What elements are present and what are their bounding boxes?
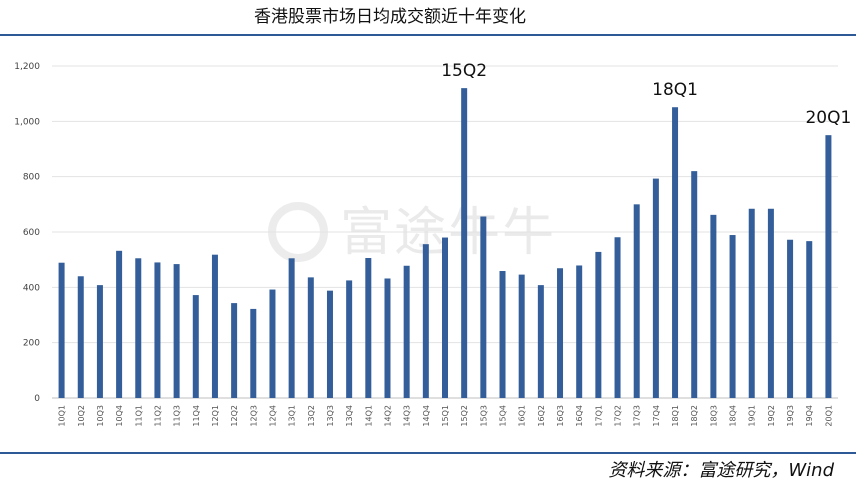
bar xyxy=(250,308,257,398)
x-tick-label: 14Q1 xyxy=(364,405,373,427)
bar xyxy=(307,277,314,398)
x-tick-label: 18Q4 xyxy=(729,405,738,427)
bar xyxy=(173,264,180,398)
bar xyxy=(748,208,755,398)
bar xyxy=(672,107,679,399)
y-tick-label: 0 xyxy=(34,394,40,404)
x-tick-label: 20Q1 xyxy=(824,405,833,427)
y-tick-label: 200 xyxy=(23,339,40,349)
bar xyxy=(480,216,487,398)
bottom-divider xyxy=(0,452,856,454)
x-tick-label: 12Q2 xyxy=(230,405,239,427)
x-tick-label: 17Q3 xyxy=(633,405,642,427)
x-tick-label: 18Q2 xyxy=(690,405,699,427)
x-tick-label: 13Q3 xyxy=(326,405,335,427)
bar xyxy=(442,237,448,398)
x-tick-label: 13Q1 xyxy=(288,405,297,427)
x-tick-label: 16Q1 xyxy=(518,405,527,427)
bar xyxy=(326,290,333,398)
bar xyxy=(269,289,276,398)
y-tick-label: 400 xyxy=(23,283,40,293)
bar xyxy=(422,244,429,398)
bar xyxy=(787,239,794,398)
chart-title: 香港股票市场日均成交额近十年变化 xyxy=(254,7,526,27)
bar-annotation: 15Q2 xyxy=(441,61,487,81)
x-tick-label: 13Q2 xyxy=(307,405,316,427)
x-tick-label: 14Q4 xyxy=(422,405,431,427)
bar-annotation: 18Q1 xyxy=(652,80,698,100)
bar xyxy=(154,262,161,398)
bar xyxy=(461,88,468,398)
bar xyxy=(729,235,736,398)
bar xyxy=(499,271,506,398)
x-tick-label: 19Q2 xyxy=(767,405,776,427)
bar xyxy=(518,274,525,398)
x-tick-label: 17Q2 xyxy=(614,405,623,427)
x-tick-label: 15Q1 xyxy=(441,405,450,427)
bar xyxy=(346,280,353,398)
bar xyxy=(96,285,103,398)
bar xyxy=(211,254,218,398)
x-tick-label: 16Q2 xyxy=(537,405,546,427)
x-tick-label: 17Q4 xyxy=(652,405,661,427)
y-tick-label: 1,200 xyxy=(14,62,40,72)
x-tick-label: 15Q4 xyxy=(499,405,508,427)
bar xyxy=(595,251,602,398)
bar xyxy=(576,265,583,398)
x-tick-label: 15Q2 xyxy=(460,405,469,427)
x-tick-label: 19Q3 xyxy=(786,405,795,427)
x-tick-label: 15Q3 xyxy=(479,405,488,427)
x-tick-label: 16Q4 xyxy=(575,405,584,427)
x-tick-label: 10Q4 xyxy=(115,405,124,427)
x-tick-label: 12Q3 xyxy=(249,405,258,427)
bar-chart: 0 200 400 600 800 1,000 1,200 10Q1 10Q2 10Q3 10Q4 1… xyxy=(14,61,851,427)
bar xyxy=(77,276,84,398)
x-tick-label: 18Q1 xyxy=(671,405,680,427)
bar xyxy=(192,295,199,398)
x-tick-label: 14Q2 xyxy=(383,405,392,427)
bar xyxy=(710,214,717,398)
x-tick-label: 14Q3 xyxy=(403,405,412,427)
bar xyxy=(135,258,142,398)
x-tick-label: 18Q3 xyxy=(709,405,718,427)
x-tick-label: 11Q3 xyxy=(173,405,182,427)
x-tick-label: 12Q4 xyxy=(268,405,277,427)
x-tick-label: 10Q3 xyxy=(96,405,105,427)
y-tick-label: 600 xyxy=(23,228,40,238)
bar-annotation: 20Q1 xyxy=(805,108,851,128)
x-tick-label: 10Q1 xyxy=(58,405,67,427)
bar xyxy=(614,237,621,398)
bar xyxy=(691,171,698,398)
bar xyxy=(806,241,813,398)
top-divider xyxy=(0,34,856,36)
bar xyxy=(767,208,774,398)
y-tick-label: 800 xyxy=(23,173,40,183)
bar xyxy=(58,262,65,398)
x-tick-label: 11Q2 xyxy=(153,405,162,427)
source-note: 资料来源：富途研究，Wind xyxy=(608,460,834,481)
bar xyxy=(537,285,544,398)
x-tick-label: 19Q1 xyxy=(748,405,757,427)
bar xyxy=(288,258,295,398)
y-tick-label: 1,000 xyxy=(14,117,40,127)
x-tick-label: 12Q1 xyxy=(211,405,220,427)
x-tick-label: 11Q4 xyxy=(192,405,201,427)
bar xyxy=(557,268,564,398)
bar xyxy=(633,204,640,398)
bar xyxy=(825,135,832,398)
bar xyxy=(652,178,659,398)
x-tick-label: 16Q3 xyxy=(556,405,565,427)
x-tick-label: 11Q1 xyxy=(134,405,143,427)
bar xyxy=(231,303,238,398)
x-tick-label: 13Q4 xyxy=(345,405,354,427)
bar xyxy=(403,265,410,398)
bar xyxy=(384,278,391,398)
x-tick-label: 19Q4 xyxy=(805,405,814,427)
bar xyxy=(116,250,123,398)
bar xyxy=(365,258,372,398)
x-tick-label: 10Q2 xyxy=(77,405,86,427)
x-tick-label: 17Q1 xyxy=(594,405,603,427)
